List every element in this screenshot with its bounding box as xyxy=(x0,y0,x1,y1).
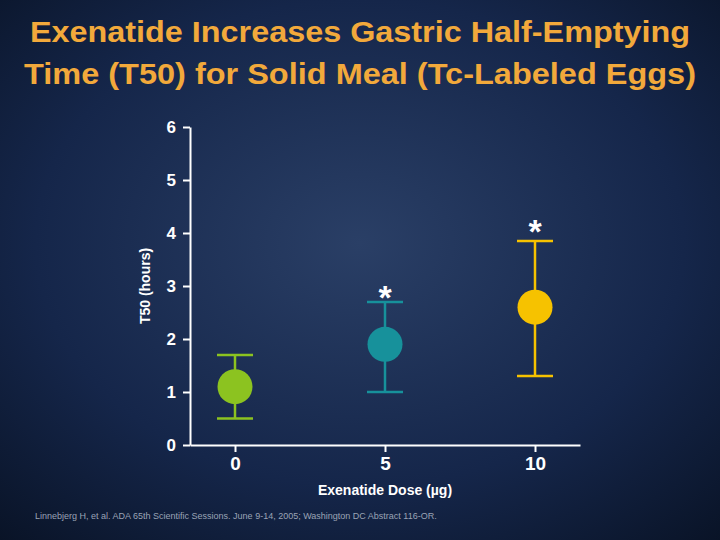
y-tick: 3 xyxy=(167,277,190,296)
annotation: * xyxy=(378,278,392,316)
y-tick: 4 xyxy=(167,224,190,243)
x-tick: 0 xyxy=(230,445,241,474)
y-tick-mark xyxy=(183,339,190,341)
plot-area xyxy=(217,241,553,419)
y-tick: 5 xyxy=(167,171,190,190)
x-tick-label: 0 xyxy=(230,453,241,474)
y-tick-label: 6 xyxy=(167,118,176,137)
x-axis-title: Exenatide Dose (µg) xyxy=(318,482,452,498)
y-tick: 0 xyxy=(167,436,190,455)
y-tick: 6 xyxy=(167,118,190,137)
x-tick: 5 xyxy=(380,445,391,474)
y-tick: 1 xyxy=(167,383,190,402)
y-tick-label: 4 xyxy=(167,224,177,243)
x-tick-label: 10 xyxy=(525,453,546,474)
x-axis: 0 5 10 xyxy=(191,445,581,474)
data-point xyxy=(218,369,253,404)
y-tick-mark xyxy=(183,445,190,447)
data-point xyxy=(368,327,403,362)
y-tick-mark xyxy=(183,392,190,394)
annotation: * xyxy=(528,212,542,250)
error-bar-cap-lower xyxy=(367,391,403,394)
footnote: Linnebjerg H, et al. ADA 65th Scientific… xyxy=(35,511,437,521)
error-bar xyxy=(217,355,253,419)
error-bar xyxy=(517,241,553,376)
y-tick-label: 3 xyxy=(167,277,176,296)
y-tick-label: 5 xyxy=(167,171,176,190)
y-tick: 2 xyxy=(167,330,190,349)
background xyxy=(0,0,720,540)
y-axis: 0 1 2 3 4 5 6 xyxy=(167,118,191,455)
x-tick-mark xyxy=(385,445,387,452)
y-tick-label: 1 xyxy=(167,383,176,402)
chart-svg: Exenatide Increases Gastric Half-Emptyin… xyxy=(0,0,720,540)
error-bar-cap-lower xyxy=(517,375,553,378)
y-tick-label: 0 xyxy=(167,436,176,455)
y-tick-mark xyxy=(183,233,190,235)
title: Exenatide Increases Gastric Half-Emptyin… xyxy=(30,16,690,48)
error-bar-cap-upper xyxy=(217,354,253,357)
title: Time (T50) for Solid Meal (Tc-Labeled Eg… xyxy=(24,58,696,90)
y-axis-title: T50 (hours) xyxy=(137,248,153,324)
error-bar-cap-lower xyxy=(217,417,253,420)
x-tick-mark xyxy=(235,445,237,452)
y-tick-label: 2 xyxy=(167,330,176,349)
x-tick-label: 5 xyxy=(380,453,391,474)
y-tick-mark xyxy=(183,127,190,129)
data-point xyxy=(518,290,553,325)
y-tick-mark xyxy=(183,180,190,182)
y-tick-mark xyxy=(183,286,190,288)
x-tick-mark xyxy=(535,445,537,452)
x-tick: 10 xyxy=(525,445,546,474)
